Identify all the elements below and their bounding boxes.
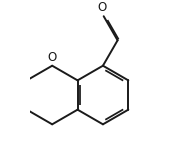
Text: O: O	[98, 1, 107, 14]
Text: O: O	[48, 51, 57, 64]
